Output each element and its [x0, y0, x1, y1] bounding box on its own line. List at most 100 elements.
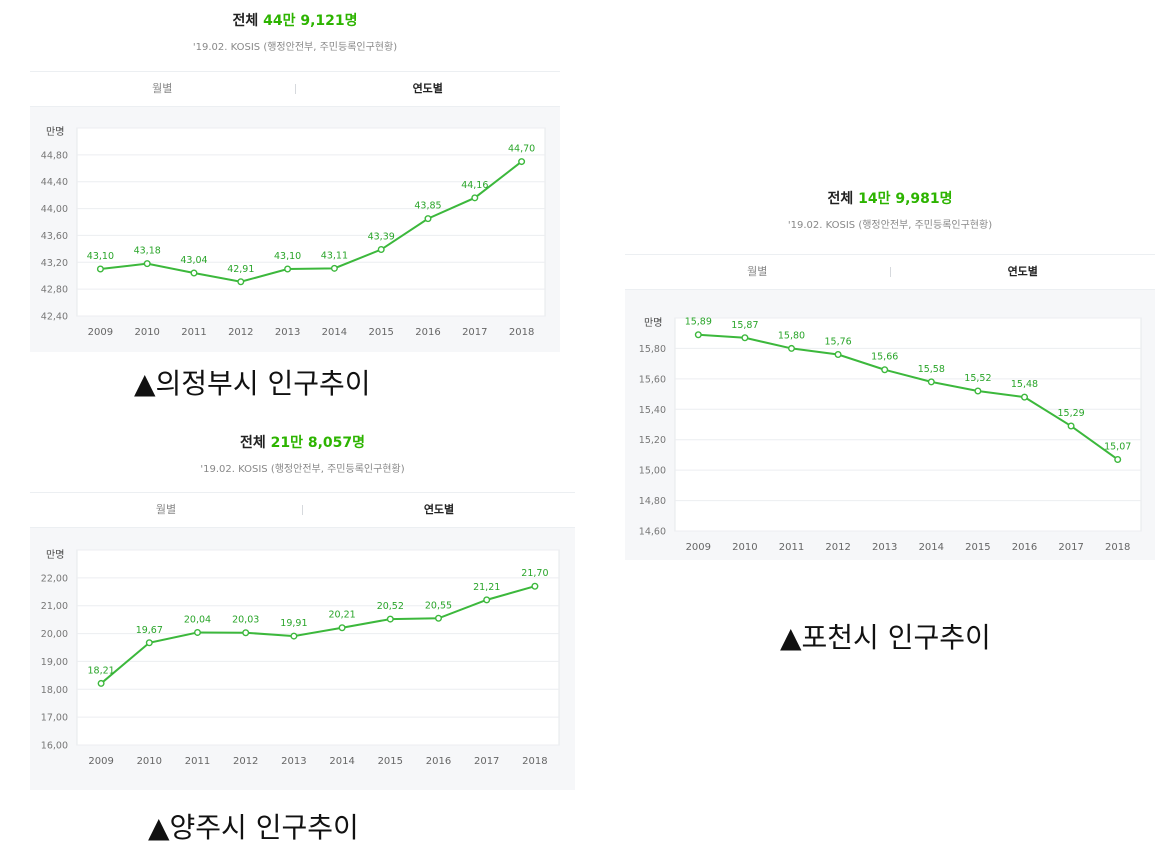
- x-tick-label: 2018: [509, 327, 534, 338]
- x-tick-label: 2010: [732, 542, 757, 553]
- data-label: 21,70: [521, 568, 548, 579]
- x-tick-label: 2015: [378, 756, 403, 767]
- x-tick-label: 2018: [522, 756, 547, 767]
- data-label: 19,67: [136, 625, 163, 636]
- x-tick-label: 2009: [686, 542, 711, 553]
- x-tick-label: 2013: [275, 327, 300, 338]
- data-label: 21,21: [473, 582, 500, 593]
- data-label: 15,48: [1011, 379, 1038, 390]
- panel-header: 전체 21만 8,057명 '19.02. KOSIS (행정안전부, 주민등록…: [30, 432, 575, 475]
- data-point: [834, 351, 842, 359]
- data-point: [518, 158, 526, 166]
- data-point: [974, 387, 982, 395]
- tab-monthly[interactable]: 월별: [152, 82, 173, 95]
- tab-divider: [294, 84, 296, 94]
- x-tick-label: 2014: [919, 542, 944, 553]
- data-label: 43,04: [180, 255, 207, 266]
- data-point: [193, 628, 201, 636]
- data-point: [531, 582, 539, 590]
- total-population-value: 14만 9,981명: [858, 191, 953, 207]
- panel-header: 전체 44만 9,121명 '19.02. KOSIS (행정안전부, 주민등록…: [30, 10, 560, 53]
- chart-caption: ▲양주시 인구추이: [148, 811, 359, 844]
- x-tick-label: 2011: [185, 756, 210, 767]
- data-point: [97, 679, 105, 687]
- period-tabs: 월별 연도별: [30, 492, 575, 528]
- data-point: [694, 331, 702, 339]
- x-tick-label: 2013: [872, 542, 897, 553]
- data-point: [242, 629, 250, 637]
- data-label: 19,91: [280, 618, 307, 629]
- y-tick-label: 21,00: [41, 601, 68, 612]
- y-tick-label: 44,40: [41, 177, 68, 188]
- plot-area: [76, 127, 546, 317]
- data-point: [741, 334, 749, 342]
- y-tick-label: 15,40: [639, 405, 666, 416]
- data-point: [237, 278, 245, 286]
- series-line: [100, 160, 523, 283]
- data-source: '19.02. KOSIS (행정안전부, 주민등록인구현황): [192, 42, 398, 53]
- tab-monthly[interactable]: 월별: [747, 265, 768, 278]
- y-unit-label: 만명: [46, 549, 64, 561]
- x-tick-label: 2011: [181, 327, 206, 338]
- x-tick-label: 2009: [88, 327, 113, 338]
- x-tick-label: 2016: [1012, 542, 1037, 553]
- data-point: [1067, 422, 1075, 430]
- data-label: 43,11: [321, 250, 348, 261]
- data-point: [284, 265, 292, 273]
- y-tick-label: 22,00: [41, 573, 68, 584]
- y-tick-label: 20,00: [41, 629, 68, 640]
- data-label: 43,10: [274, 251, 301, 262]
- x-tick-label: 2010: [137, 756, 162, 767]
- y-tick-label: 43,20: [41, 258, 68, 269]
- line-chart: 만명 14,60 14,80 15,00 15,20 15,40 15,60 15,80 200…: [639, 317, 1142, 553]
- data-label: 20,03: [232, 615, 259, 626]
- data-label: 20,55: [425, 600, 452, 611]
- data-label: 15,29: [1057, 408, 1084, 419]
- data-label: 44,70: [508, 144, 535, 155]
- data-point: [1114, 455, 1122, 463]
- tab-yearly[interactable]: 연도별: [1007, 265, 1038, 278]
- chart-panel-uijeongbu: 전체 44만 9,121명 '19.02. KOSIS (행정안전부, 주민등록…: [30, 0, 560, 352]
- x-tick-label: 2012: [233, 756, 258, 767]
- x-tick-label: 2018: [1105, 542, 1130, 553]
- total-population-value: 21만 8,057명: [270, 435, 366, 451]
- x-tick-label: 2009: [88, 756, 113, 767]
- chart-caption: ▲의정부시 인구추이: [134, 367, 371, 400]
- data-point: [143, 260, 151, 268]
- x-tick-label: 2012: [228, 327, 253, 338]
- y-unit-label: 만명: [46, 126, 64, 138]
- y-tick-label: 18,00: [41, 685, 68, 696]
- data-label: 15,07: [1104, 441, 1131, 452]
- tab-monthly[interactable]: 월별: [155, 503, 177, 516]
- title-prefix: 전체: [827, 191, 854, 207]
- tab-yearly[interactable]: 연도별: [423, 503, 455, 516]
- x-tick-label: 2014: [329, 756, 354, 767]
- data-point: [377, 246, 385, 254]
- data-point: [424, 215, 432, 223]
- chart-panel-yangju: 전체 21만 8,057명 '19.02. KOSIS (행정안전부, 주민등록…: [30, 428, 575, 790]
- data-point: [96, 265, 104, 273]
- total-population-title: 전체 14만 9,981명: [625, 188, 1155, 208]
- data-label: 20,52: [377, 601, 404, 612]
- data-point: [435, 614, 443, 622]
- tab-divider: [302, 505, 303, 515]
- x-tick-label: 2016: [426, 756, 451, 767]
- data-source: '19.02. KOSIS (행정안전부, 주민등록인구현황): [787, 220, 993, 231]
- data-point: [386, 615, 394, 623]
- x-tick-label: 2015: [368, 327, 393, 338]
- data-label: 42,91: [227, 264, 254, 275]
- x-tick-label: 2010: [134, 327, 159, 338]
- tab-yearly[interactable]: 연도별: [412, 82, 443, 95]
- x-tick-label: 2016: [415, 327, 440, 338]
- data-point: [881, 366, 889, 374]
- data-label: 15,80: [778, 330, 805, 341]
- data-source: '19.02. KOSIS (행정안전부, 주민등록인구현황): [200, 464, 405, 475]
- chart-area: 만명 14,60 14,80 15,00 15,20 15,40 15,60 15,80 200…: [625, 290, 1155, 560]
- chart-area: 만명 42,40 42,80 43,20 43,60 44,00 44,40 44,80 200…: [30, 107, 560, 352]
- y-tick-label: 19,00: [41, 657, 68, 668]
- y-tick-label: 42,40: [41, 312, 68, 323]
- data-point: [927, 378, 935, 386]
- y-tick-label: 44,00: [41, 204, 68, 215]
- data-label: 15,66: [871, 352, 898, 363]
- plot-area: [76, 549, 560, 746]
